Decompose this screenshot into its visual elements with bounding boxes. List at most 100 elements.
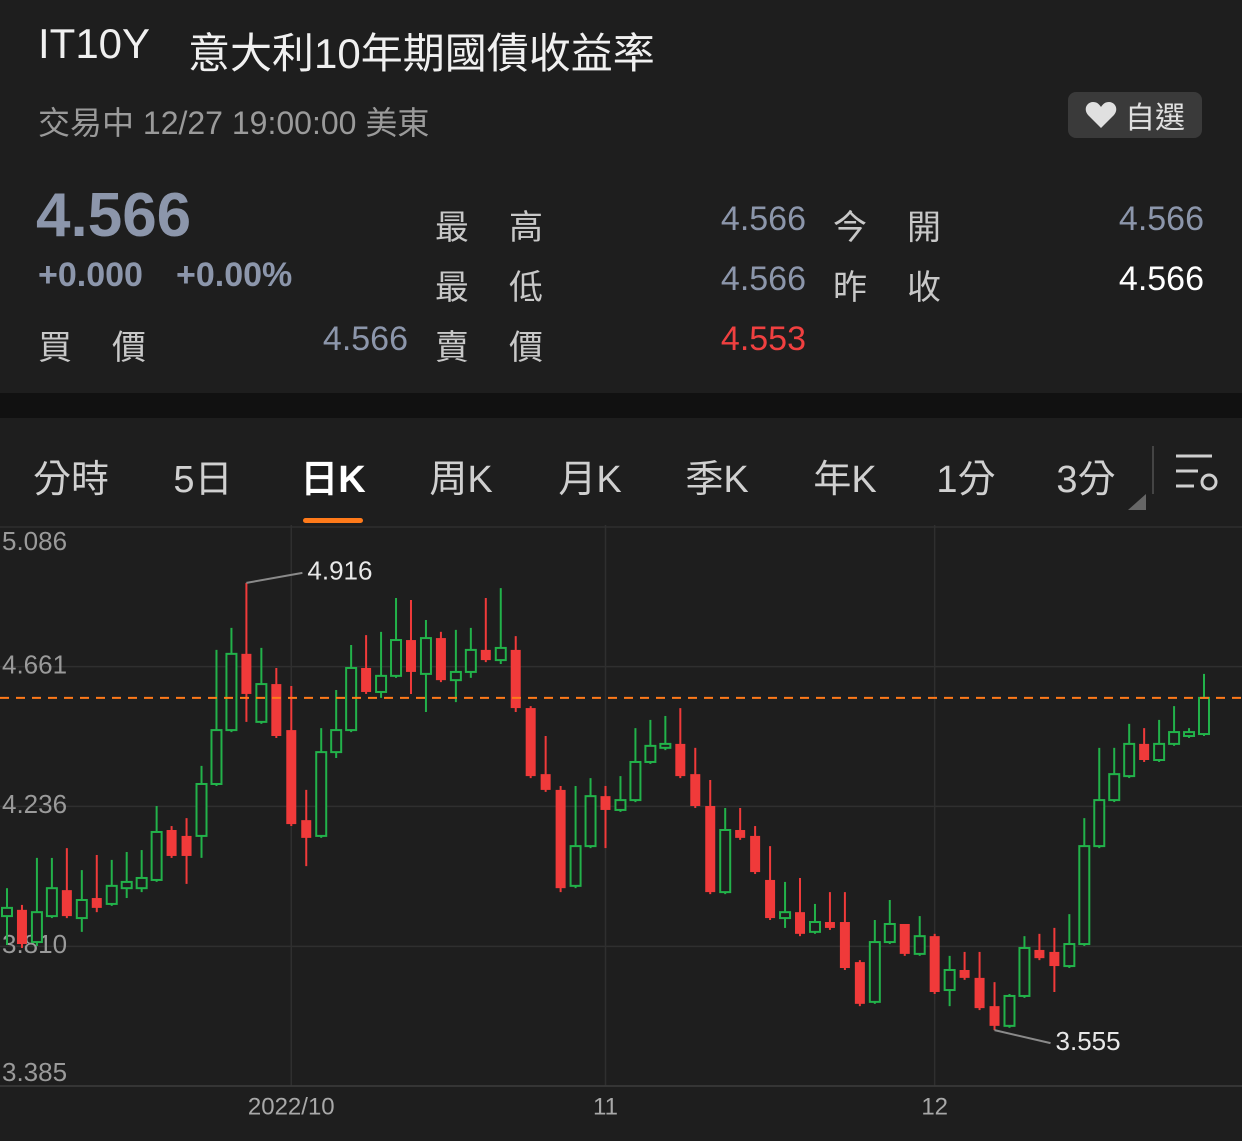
candle-body <box>375 674 388 693</box>
period-tab[interactable]: 3分 <box>1056 459 1116 501</box>
candle-body <box>301 820 312 838</box>
stat-label: 昨收 <box>833 269 981 307</box>
period-tab[interactable]: 季K <box>685 459 749 501</box>
y-tick-label: 4.661 <box>2 650 67 680</box>
stat-value: 4.566 <box>322 320 408 358</box>
candle-body <box>464 648 477 673</box>
candle-body <box>1123 742 1136 778</box>
candle-body <box>614 799 627 811</box>
symbol: IT10Y <box>38 20 151 67</box>
candle-body <box>75 898 88 920</box>
settings-icon[interactable] <box>1176 454 1218 491</box>
period-tab[interactable]: 周K <box>429 459 493 501</box>
candle-body <box>1198 696 1210 736</box>
period-tab[interactable]: 月K <box>558 459 622 501</box>
candle-body <box>795 912 806 934</box>
stat-label: 最低 <box>435 269 583 307</box>
candle-body <box>913 935 926 955</box>
stat-label: 今開 <box>833 209 981 247</box>
candle-body <box>659 742 672 749</box>
x-tick-label: 2022/10 <box>248 1093 335 1120</box>
candle-body <box>1093 799 1106 848</box>
watchlist-button[interactable]: 自選 <box>1068 92 1202 138</box>
tab-decor <box>1128 446 1218 510</box>
candle-body <box>1183 731 1196 738</box>
candle-body <box>808 921 821 933</box>
candle-body <box>120 880 133 890</box>
candle-body <box>241 653 252 694</box>
instrument-name: 意大利10年期國債收益率 <box>188 30 655 77</box>
candle-body <box>584 795 597 848</box>
candle-body <box>1003 994 1016 1027</box>
stat-label: 賣價 <box>435 329 583 367</box>
price-change-percent: +0.00% <box>176 256 293 294</box>
candle-body <box>419 637 432 675</box>
candle-body <box>181 835 192 856</box>
stat-value: 4.566 <box>1118 200 1204 238</box>
quote-header: IT10Y 意大利10年期國債收益率 交易中 12/27 19:00:00 美東… <box>0 0 1242 393</box>
candle-body <box>150 830 163 881</box>
candle-body <box>1049 951 1060 967</box>
candle-body <box>629 760 642 802</box>
y-tick-label: 5.086 <box>2 526 67 556</box>
candle-body <box>1 906 13 918</box>
stat-value: 4.553 <box>720 320 806 358</box>
x-tick-label: 11 <box>593 1093 618 1120</box>
candle-body <box>210 729 223 785</box>
y-tick-label: 4.236 <box>2 789 67 819</box>
candle-body <box>435 638 446 681</box>
candle-body <box>480 649 491 661</box>
annotation-label: 3.555 <box>1056 1026 1121 1056</box>
heart-icon <box>1085 102 1117 128</box>
candle-body <box>989 1006 1000 1026</box>
candle-body <box>555 789 566 889</box>
stat-value: 4.566 <box>1118 260 1204 298</box>
period-tab[interactable]: 年K <box>813 459 877 501</box>
candle-body <box>569 845 582 887</box>
candle-body <box>135 876 148 890</box>
candle-body <box>1034 949 1045 959</box>
candle-body <box>195 782 208 837</box>
candle-body <box>1108 773 1121 802</box>
stat-label: 最高 <box>435 209 583 247</box>
period-tab[interactable]: 日K <box>300 459 366 501</box>
period-tab[interactable]: 分時 <box>32 459 110 501</box>
more-indicator <box>1128 494 1146 510</box>
candle-body <box>929 936 940 993</box>
candle-body <box>705 806 716 893</box>
period-tab[interactable]: 1分 <box>936 459 996 501</box>
candle-body <box>779 911 792 920</box>
candle-body <box>105 884 118 905</box>
candle-body <box>449 670 462 682</box>
candle-body <box>959 969 970 978</box>
candle-body <box>719 828 732 894</box>
candle-body <box>405 640 416 672</box>
candle-body <box>824 922 835 928</box>
candle-body <box>899 923 910 954</box>
candle-body <box>91 898 102 908</box>
candle-body <box>166 829 177 856</box>
candle-body <box>644 744 657 763</box>
stat-label: 買價 <box>38 329 186 367</box>
candle-body <box>868 941 881 1003</box>
candle-body <box>345 666 358 732</box>
annotation-leader <box>246 571 303 584</box>
candle-body <box>765 879 776 919</box>
candle-body <box>315 751 328 837</box>
candle-body <box>690 774 701 807</box>
price-change: +0.000 <box>38 256 143 294</box>
period-tab[interactable]: 5日 <box>173 459 233 501</box>
watchlist-label: 自選 <box>1125 102 1185 135</box>
candle-body <box>330 729 343 754</box>
candle-body <box>271 684 282 737</box>
candle-body <box>883 922 896 944</box>
active-tab-indicator <box>303 518 363 523</box>
candle-body <box>854 962 865 1004</box>
candle-body <box>494 646 507 662</box>
period-tabs <box>0 418 1242 526</box>
candle-body <box>735 829 746 838</box>
candle-body <box>540 774 551 790</box>
